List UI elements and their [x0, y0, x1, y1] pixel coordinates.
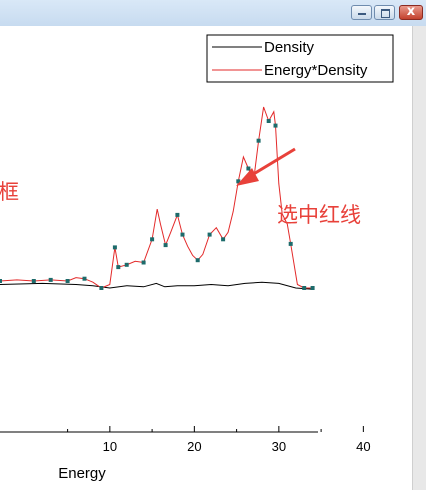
x-axis-ticks: 10 20 30 40 [67, 426, 371, 454]
legend-label-density: Density [264, 39, 315, 56]
data-point-marker[interactable] [65, 279, 70, 283]
x-axis-title: Energy [58, 465, 106, 482]
x-tick-label-20: 20 [187, 439, 201, 454]
data-point-marker[interactable] [150, 237, 155, 242]
data-point-marker[interactable] [48, 277, 53, 282]
data-point-marker[interactable] [246, 166, 251, 171]
legend-box [206, 34, 394, 83]
vertical-scrollbar[interactable] [412, 26, 426, 490]
data-point-marker[interactable] [302, 286, 307, 290]
close-button[interactable]: x [399, 4, 423, 20]
series-density-line[interactable] [0, 281, 313, 290]
data-point-marker[interactable] [141, 260, 146, 265]
data-point-marker[interactable] [207, 232, 212, 237]
data-point-marker[interactable] [236, 179, 241, 184]
x-tick-label-40: 40 [356, 439, 370, 454]
x-tick-label-10: 10 [103, 439, 117, 454]
data-point-marker[interactable] [124, 262, 129, 267]
plot-canvas[interactable]: 10 20 30 40 Energy Density Energy*Density 框… [0, 26, 412, 490]
maximize-button[interactable] [374, 5, 395, 20]
legend-label-energy-density: Energy*Density [264, 62, 368, 79]
x-tick-label-30: 30 [272, 439, 286, 454]
annotation-select-red-line: 选中红线 [277, 203, 361, 227]
data-point-marker[interactable] [116, 265, 121, 270]
data-point-marker[interactable] [266, 119, 271, 123]
data-point-marker[interactable] [195, 258, 200, 263]
data-point-marker[interactable] [0, 279, 2, 283]
data-point-marker[interactable] [163, 243, 168, 248]
series-energy-density-line[interactable] [0, 106, 313, 289]
annotation-left-fragment: 框 [0, 180, 19, 204]
data-point-marker[interactable] [175, 212, 180, 217]
data-point-marker[interactable] [99, 286, 104, 290]
series-energy-density-markers[interactable] [0, 119, 315, 290]
data-point-marker[interactable] [273, 123, 278, 128]
data-point-marker[interactable] [31, 279, 36, 283]
maximize-icon [381, 9, 390, 18]
data-point-marker[interactable] [180, 232, 185, 237]
data-point-marker[interactable] [82, 276, 87, 281]
data-point-marker[interactable] [112, 245, 117, 250]
data-point-marker[interactable] [310, 286, 315, 290]
annotation-arrow [236, 147, 296, 186]
close-icon: x [406, 4, 416, 19]
data-point-marker[interactable] [288, 241, 293, 246]
minimize-icon [358, 13, 366, 15]
minimize-button[interactable] [351, 5, 372, 20]
legend[interactable]: Density Energy*Density [206, 34, 394, 83]
chart-svg: 10 20 30 40 Energy Density Energy*Density 框… [0, 34, 394, 482]
window-titlebar: x [0, 0, 426, 26]
data-point-marker[interactable] [256, 138, 261, 143]
data-point-marker[interactable] [221, 237, 226, 242]
